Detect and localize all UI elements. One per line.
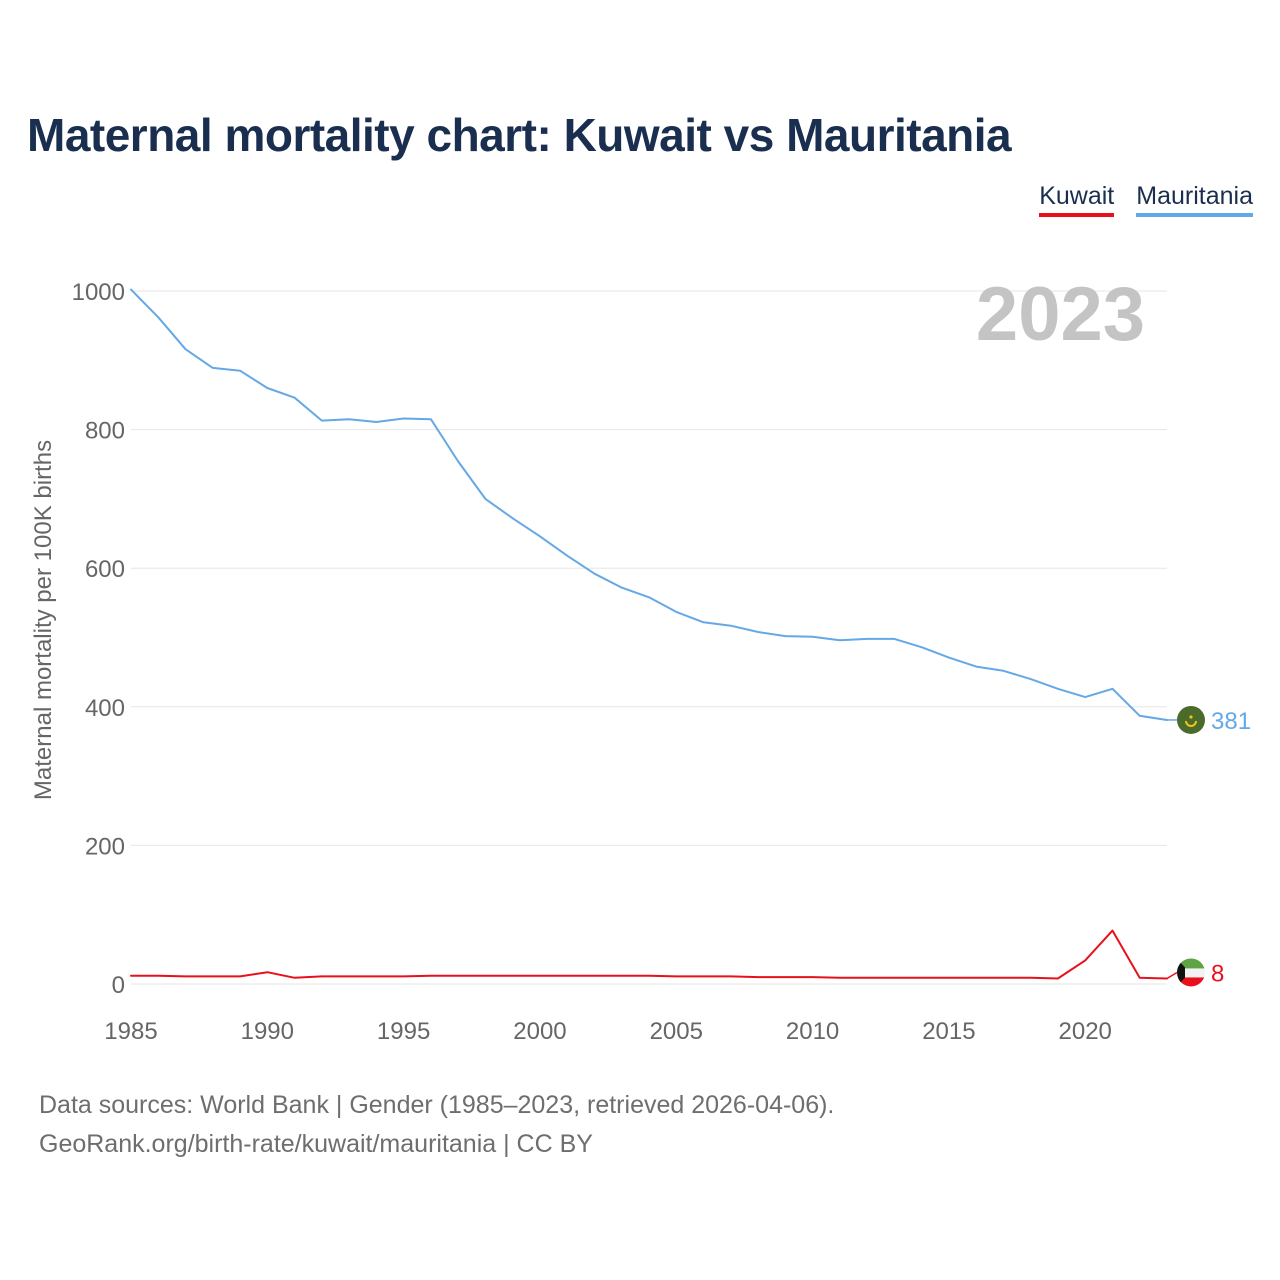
footer-credit: GeoRank.org/birth-rate/kuwait/mauritania… [39, 1130, 593, 1158]
y-tick-label: 200 [85, 833, 125, 860]
year-label: 2023 [976, 272, 1145, 357]
y-axis: 0 200 400 600 800 1000 [72, 279, 125, 999]
series-group [130, 288, 1168, 980]
y-axis-label: Maternal mortality per 100K births [30, 440, 57, 800]
x-tick-label: 1990 [241, 1018, 294, 1045]
x-tick-label: 1985 [104, 1018, 157, 1045]
series-line-mauritania[interactable] [130, 288, 1168, 721]
footer: Data sources: World Bank | Gender (1985–… [39, 1086, 834, 1164]
end-value-label-mauritania: 381 [1211, 708, 1251, 735]
x-tick-label: 2020 [1059, 1018, 1112, 1045]
legend-item-mauritania[interactable]: Mauritania [1136, 182, 1253, 217]
mauritania-flag-icon [1177, 705, 1205, 734]
end-connector [1166, 971, 1178, 980]
x-tick-label: 2010 [786, 1018, 839, 1045]
x-tick-label: 2015 [922, 1018, 975, 1045]
series-line-kuwait[interactable] [130, 929, 1168, 980]
end-value-label-kuwait: 8 [1211, 960, 1224, 987]
y-tick-label: 1000 [72, 279, 125, 306]
y-tick-label: 800 [85, 418, 125, 445]
y-tick-label: 600 [85, 556, 125, 583]
x-tick-label: 2005 [650, 1018, 703, 1045]
end-markers: 381 8 [1166, 705, 1251, 987]
footer-source: Data sources: World Bank | Gender (1985–… [39, 1091, 835, 1119]
kuwait-flag-icon [1177, 958, 1205, 987]
legend: Kuwait Mauritania [1039, 182, 1253, 217]
x-tick-label: 2000 [513, 1018, 566, 1045]
y-tick-label: 400 [85, 695, 125, 722]
x-tick-label: 1995 [377, 1018, 430, 1045]
x-axis: 1985 1990 1995 2000 2005 2010 2015 2020 [104, 1018, 1112, 1045]
y-tick-label: 0 [112, 972, 125, 999]
legend-item-kuwait[interactable]: Kuwait [1039, 182, 1115, 217]
gridlines [131, 290, 1167, 985]
chart-title: Maternal mortality chart: Kuwait vs Maur… [27, 109, 1012, 161]
